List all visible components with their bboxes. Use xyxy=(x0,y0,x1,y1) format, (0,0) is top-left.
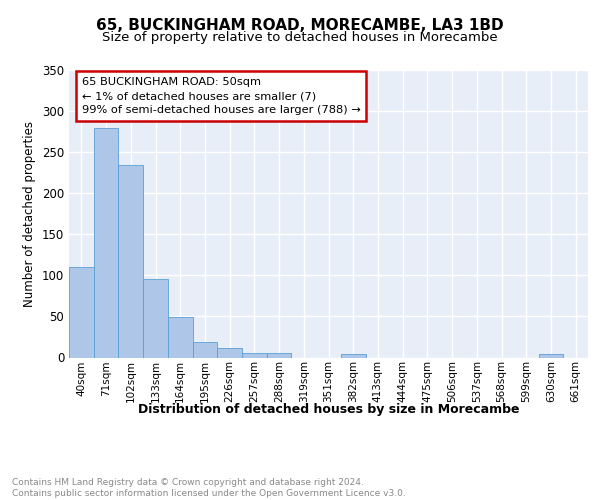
Text: 65, BUCKINGHAM ROAD, MORECAMBE, LA3 1BD: 65, BUCKINGHAM ROAD, MORECAMBE, LA3 1BD xyxy=(96,18,504,32)
Text: 65 BUCKINGHAM ROAD: 50sqm
← 1% of detached houses are smaller (7)
99% of semi-de: 65 BUCKINGHAM ROAD: 50sqm ← 1% of detach… xyxy=(82,77,361,115)
Text: Distribution of detached houses by size in Morecambe: Distribution of detached houses by size … xyxy=(138,402,520,415)
Bar xyxy=(69,267,94,358)
Bar xyxy=(539,354,563,358)
Text: Size of property relative to detached houses in Morecambe: Size of property relative to detached ho… xyxy=(102,31,498,44)
Bar xyxy=(143,280,168,357)
Y-axis label: Number of detached properties: Number of detached properties xyxy=(23,120,37,306)
Bar xyxy=(242,354,267,358)
Bar xyxy=(267,354,292,358)
Bar xyxy=(217,348,242,358)
Bar xyxy=(193,342,217,357)
Bar xyxy=(94,128,118,358)
Text: Contains HM Land Registry data © Crown copyright and database right 2024.
Contai: Contains HM Land Registry data © Crown c… xyxy=(12,478,406,498)
Bar xyxy=(118,166,143,358)
Bar xyxy=(168,318,193,358)
Bar xyxy=(341,354,365,358)
